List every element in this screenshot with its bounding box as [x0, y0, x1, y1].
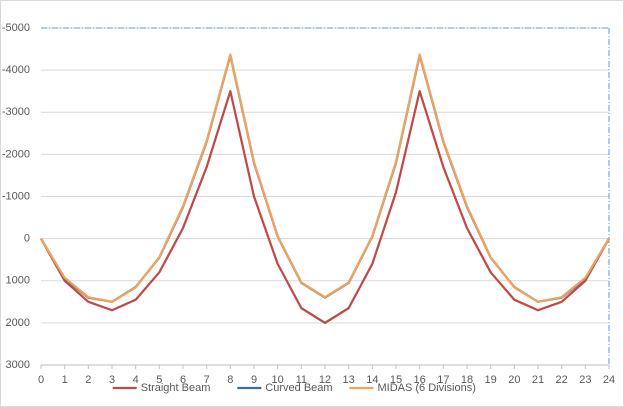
y-tick-label: -4000: [2, 64, 30, 76]
x-tick-label: 6: [180, 374, 186, 386]
x-tick-label: 19: [485, 374, 497, 386]
x-tick-label: 2: [85, 374, 91, 386]
x-tick-label: 20: [508, 374, 520, 386]
x-tick-label: 14: [366, 374, 378, 386]
y-tick-label: -1000: [2, 190, 30, 202]
series-line: [40, 53, 610, 303]
y-tick-label: -3000: [2, 106, 30, 118]
x-tick-label: 17: [437, 374, 449, 386]
y-tick-label: 3000: [6, 359, 30, 371]
x-tick-label: 3: [109, 374, 115, 386]
x-tick-label: 22: [556, 374, 568, 386]
x-tick-label: 5: [156, 374, 162, 386]
y-tick-label: 1000: [6, 275, 30, 287]
series-line: [40, 90, 610, 324]
x-tick-label: 16: [414, 374, 426, 386]
x-tick-label: 15: [390, 374, 402, 386]
x-tick-label: 1: [62, 374, 68, 386]
x-tick-label: 4: [133, 374, 139, 386]
x-tick-label: 24: [603, 374, 615, 386]
y-tick-label: 0: [24, 233, 30, 245]
x-tick-label: 10: [272, 374, 284, 386]
y-tick-label: -5000: [2, 22, 30, 34]
y-tick-label: -2000: [2, 148, 30, 160]
x-tick-label: 11: [296, 374, 307, 386]
x-tick-label: 18: [461, 374, 473, 386]
x-tick-label: 7: [204, 374, 210, 386]
x-tick-label: 8: [227, 374, 233, 386]
legend-label: Curved Beam: [265, 382, 332, 394]
legend-label: MIDAS (6 Divisions): [378, 382, 476, 394]
x-tick-label: 0: [38, 374, 44, 386]
legend-label: Straight Beam: [141, 382, 211, 394]
x-tick-label: 9: [251, 374, 257, 386]
x-tick-label: 21: [532, 374, 544, 386]
x-tick-label: 23: [579, 374, 591, 386]
x-tick-label: 12: [319, 374, 331, 386]
x-tick-label: 13: [343, 374, 355, 386]
y-tick-label: 2000: [6, 317, 30, 329]
